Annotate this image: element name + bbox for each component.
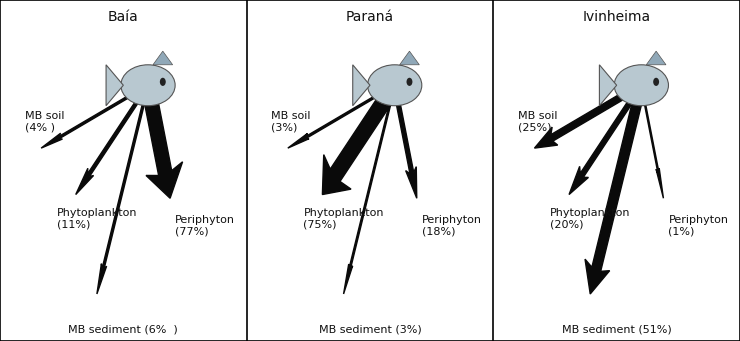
Polygon shape bbox=[106, 65, 124, 106]
Text: Periphyton
(18%): Periphyton (18%) bbox=[422, 215, 482, 236]
Circle shape bbox=[160, 78, 166, 86]
Polygon shape bbox=[646, 51, 666, 65]
Ellipse shape bbox=[121, 65, 175, 106]
FancyArrow shape bbox=[534, 87, 633, 148]
Text: Ivinheima: Ivinheima bbox=[582, 10, 650, 24]
Text: MB soil
(4% ): MB soil (4% ) bbox=[24, 112, 64, 133]
Text: MB sediment (3%): MB sediment (3%) bbox=[319, 324, 421, 334]
Polygon shape bbox=[400, 51, 420, 65]
FancyArrow shape bbox=[323, 89, 393, 194]
Text: Paraná: Paraná bbox=[346, 10, 394, 24]
Text: Periphyton
(1%): Periphyton (1%) bbox=[668, 215, 728, 236]
Text: Periphyton
(77%): Periphyton (77%) bbox=[175, 215, 235, 236]
FancyArrow shape bbox=[643, 98, 664, 198]
Text: MB soil
(25%): MB soil (25%) bbox=[518, 112, 557, 133]
Text: Phytoplankton
(75%): Phytoplankton (75%) bbox=[303, 208, 384, 229]
Text: Baía: Baía bbox=[108, 10, 138, 24]
Text: Phytoplankton
(11%): Phytoplankton (11%) bbox=[57, 208, 137, 229]
Circle shape bbox=[653, 78, 659, 86]
FancyArrow shape bbox=[75, 94, 142, 194]
Text: MB soil
(3%): MB soil (3%) bbox=[272, 112, 311, 133]
FancyArrow shape bbox=[288, 90, 386, 148]
FancyArrow shape bbox=[585, 96, 642, 294]
Ellipse shape bbox=[614, 65, 668, 106]
Text: MB sediment (51%): MB sediment (51%) bbox=[562, 324, 671, 334]
Circle shape bbox=[406, 78, 412, 86]
Ellipse shape bbox=[368, 65, 422, 106]
FancyArrow shape bbox=[97, 98, 146, 294]
Polygon shape bbox=[353, 65, 370, 106]
Text: Phytoplankton
(20%): Phytoplankton (20%) bbox=[550, 208, 630, 229]
Text: MB sediment (6%  ): MB sediment (6% ) bbox=[69, 324, 178, 334]
FancyArrow shape bbox=[395, 98, 417, 198]
FancyArrow shape bbox=[343, 98, 392, 294]
FancyArrow shape bbox=[569, 93, 636, 194]
FancyArrow shape bbox=[144, 96, 183, 198]
Polygon shape bbox=[599, 65, 616, 106]
Polygon shape bbox=[153, 51, 172, 65]
FancyArrow shape bbox=[41, 90, 139, 148]
